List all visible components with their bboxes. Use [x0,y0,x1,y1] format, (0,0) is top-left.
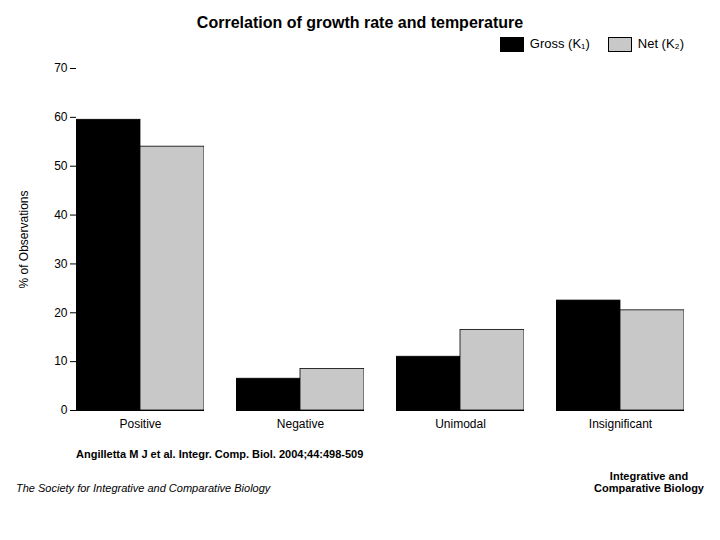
svg-text:40: 40 [54,208,68,222]
svg-text:Negative: Negative [277,417,325,431]
svg-text:10: 10 [54,355,68,369]
svg-text:% of Observations: % of Observations [17,191,31,289]
html-text:Gross (K₁): Gross (K₁) [529,36,590,51]
svg-text:Positive: Positive [119,417,161,431]
svg-text:Unimodal: Unimodal [435,417,486,431]
html-text:Correlation of growth rate and: Correlation of growth rate and temperatu… [196,14,524,31]
svg-text:30: 30 [54,257,68,271]
html-text:Integrative and Comparative Bi: Integrative and Comparative Biology [594,470,704,495]
svg-text:50: 50 [54,159,68,173]
svg-text:20: 20 [54,306,68,320]
svg-text:60: 60 [54,110,68,124]
svg-text:Insignificant: Insignificant [589,417,653,431]
svg-text:0: 0 [61,403,68,417]
html-text:Angilletta M J et al. Integr.: Angilletta M J et al. Integr. Comp. Biol… [76,448,364,461]
html-text:The Society for Integrative an: The Society for Integrative and Comparat… [16,482,271,495]
html-text:Net (K₂): Net (K₂) [637,36,684,51]
svg-text:70: 70 [54,61,68,75]
